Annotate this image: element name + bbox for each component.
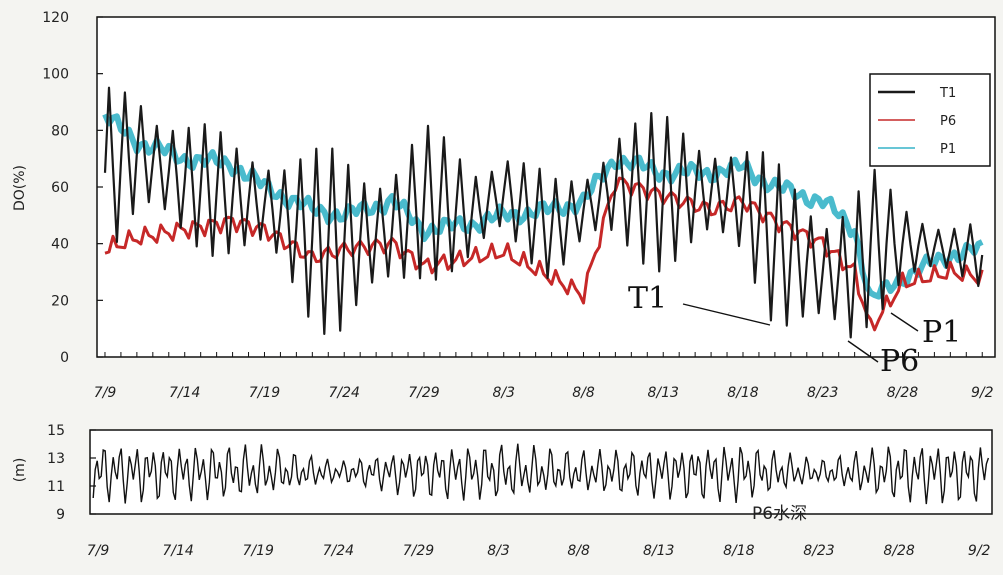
depth-y-tick-label: 11 bbox=[47, 479, 65, 495]
legend: T1 P6 P1 bbox=[869, 73, 991, 167]
depth-x-tick-label: 7/14 bbox=[162, 543, 193, 559]
do-x-tick-label: 8/23 bbox=[807, 385, 838, 401]
do-series bbox=[102, 86, 984, 339]
annotation-p6: P6 bbox=[880, 344, 919, 379]
legend-label-p1: P1 bbox=[940, 142, 956, 157]
depth-chart: (m) 9 11 13 15 7/9 7/14 7/19 7/24 7/29 8/3 8/8 8/1… bbox=[12, 423, 993, 559]
do-x-tick-label: 8/28 bbox=[887, 385, 919, 401]
depth-x-tick-label: 7/29 bbox=[403, 543, 435, 559]
depth-x-tick-label: 8/8 bbox=[567, 543, 590, 559]
do-x-tick-label: 9/2 bbox=[971, 385, 994, 401]
annotation-arrow-p6 bbox=[847, 340, 879, 363]
do-x-tick-label: 8/13 bbox=[648, 385, 679, 401]
do-y-tick-label: 40 bbox=[51, 237, 69, 253]
do-plot-area bbox=[96, 16, 996, 358]
do-y-tick-label: 20 bbox=[51, 293, 69, 309]
do-y-tick-label: 100 bbox=[42, 67, 69, 83]
depth-y-axis-label: (m) bbox=[12, 458, 28, 483]
depth-x-tick-label: 7/19 bbox=[242, 543, 274, 559]
do-x-tick-label: 8/3 bbox=[492, 385, 515, 401]
legend-label-p6: P6 bbox=[940, 114, 956, 129]
do-y-tick-label: 60 bbox=[51, 180, 69, 196]
do-y-tick-label: 120 bbox=[42, 10, 69, 26]
do-y-ticks: 0 20 40 60 80 100 120 bbox=[42, 10, 103, 366]
do-y-tick-label: 0 bbox=[60, 350, 69, 366]
depth-x-tick-label: 8/3 bbox=[487, 543, 510, 559]
annotation-arrow-t1 bbox=[682, 303, 771, 326]
annotations: T1 P6 P1 bbox=[628, 281, 961, 379]
do-x-tick-label: 7/24 bbox=[329, 385, 360, 401]
depth-x-tick-label: 8/23 bbox=[803, 543, 834, 559]
depth-x-tick-label: 9/2 bbox=[968, 543, 991, 559]
series-line-t1 bbox=[103, 86, 984, 339]
do-x-tick-label: 7/14 bbox=[169, 385, 200, 401]
do-x-ticks: 7/9 7/14 7/19 7/24 7/29 8/3 8/8 8/13 8/18 8/23 8/2… bbox=[94, 352, 994, 401]
annotation-t1: T1 bbox=[628, 281, 667, 316]
depth-series-label: P6水深 bbox=[752, 504, 807, 524]
depth-x-tick-label: 8/28 bbox=[883, 543, 915, 559]
depth-y-tick-label: 15 bbox=[47, 423, 65, 439]
do-x-tick-label: 8/8 bbox=[572, 385, 595, 401]
do-x-tick-label: 7/9 bbox=[94, 385, 117, 401]
depth-x-ticks: 7/9 7/14 7/19 7/24 7/29 8/3 8/8 8/13 8/18 8/23 8/2… bbox=[87, 543, 991, 559]
series-line-p6-depth bbox=[92, 443, 990, 505]
depth-y-tick-label: 9 bbox=[56, 507, 65, 523]
do-chart: DO(%) 0 20 40 60 80 100 120 7/9 7/14 7/19 7/24 7/2… bbox=[12, 10, 996, 401]
legend-label-t1: T1 bbox=[939, 86, 956, 101]
depth-x-tick-label: 7/9 bbox=[87, 543, 110, 559]
do-x-tick-label: 7/29 bbox=[408, 385, 440, 401]
depth-x-tick-label: 8/13 bbox=[643, 543, 674, 559]
series-line-p6 bbox=[104, 176, 984, 332]
depth-x-tick-label: 7/24 bbox=[323, 543, 354, 559]
do-x-tick-label: 7/19 bbox=[249, 385, 281, 401]
depth-y-ticks: 9 11 13 15 bbox=[47, 423, 96, 523]
do-y-tick-label: 80 bbox=[51, 123, 69, 139]
depth-x-tick-label: 8/18 bbox=[723, 543, 755, 559]
depth-y-tick-label: 13 bbox=[47, 451, 65, 467]
depth-series bbox=[92, 443, 990, 505]
do-y-axis-label: DO(%) bbox=[12, 165, 28, 211]
annotation-arrow-p1 bbox=[890, 312, 919, 332]
do-x-tick-label: 8/18 bbox=[727, 385, 759, 401]
annotation-p1: P1 bbox=[922, 315, 961, 350]
